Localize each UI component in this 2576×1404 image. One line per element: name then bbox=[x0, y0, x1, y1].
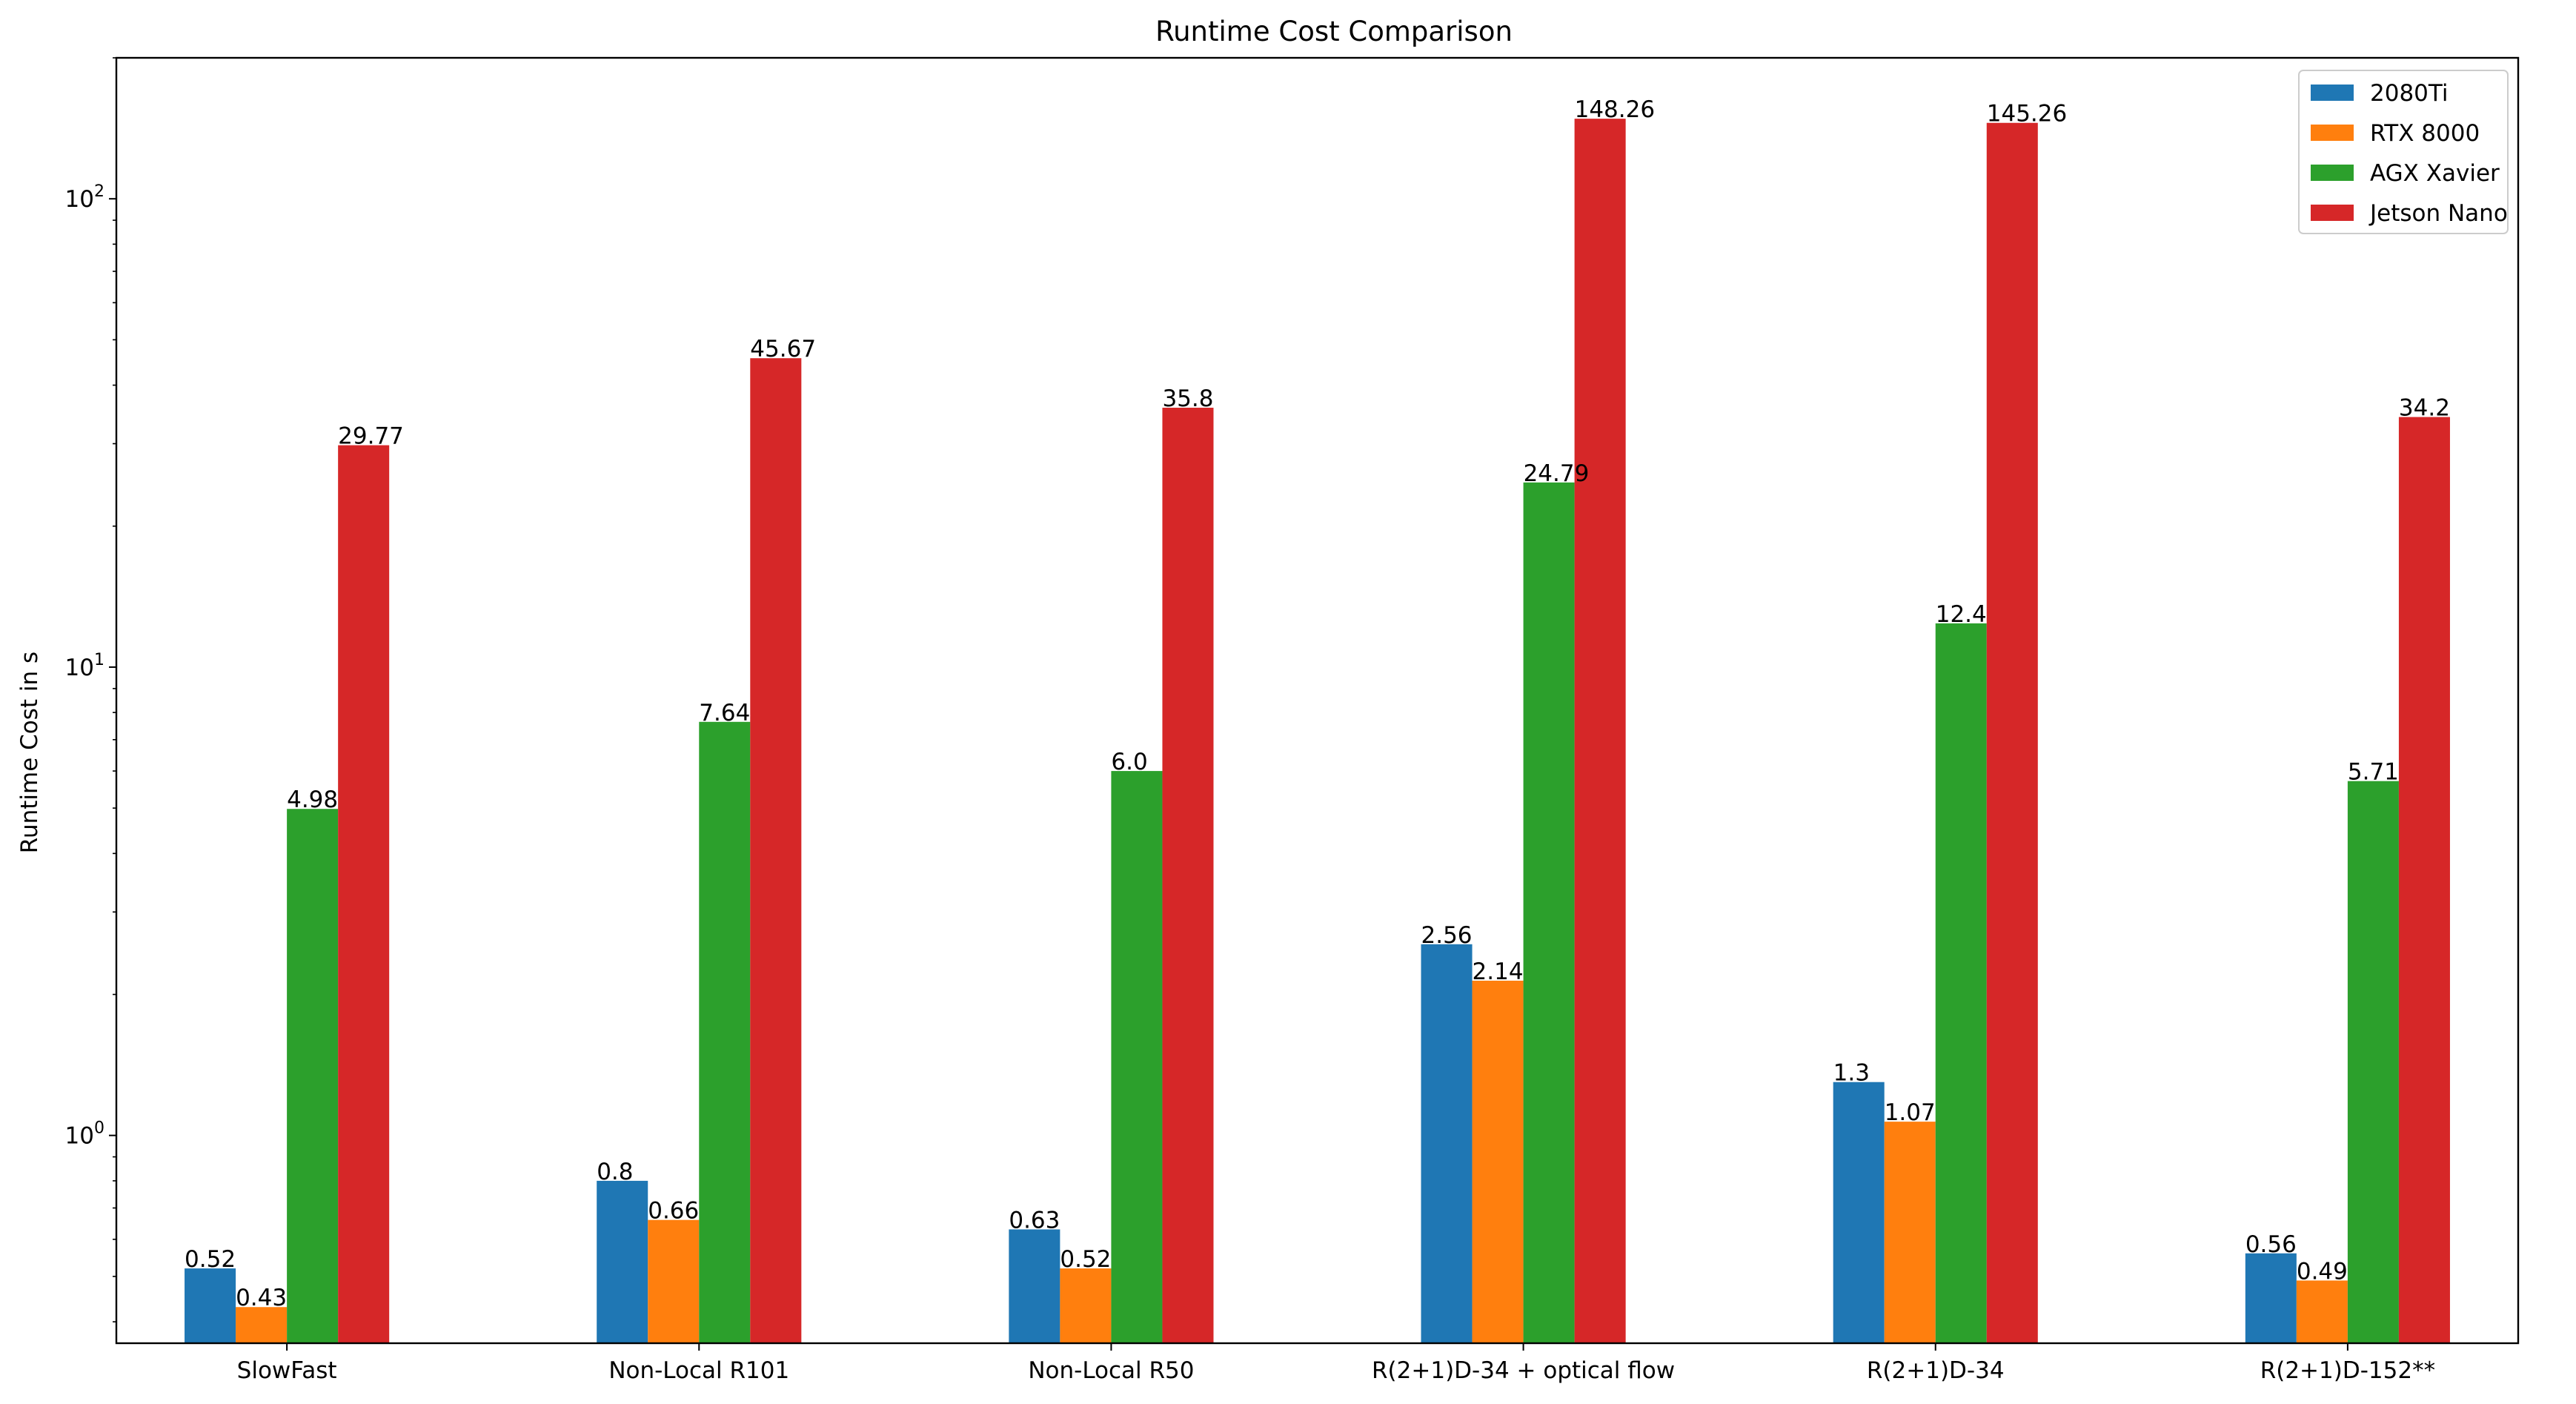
data-label: 1.07 bbox=[1885, 1099, 1936, 1126]
bar-rtx-8000-non-local-r101 bbox=[648, 1219, 700, 1343]
bar-agx-xavier-slowfast bbox=[287, 809, 339, 1343]
data-label: 0.56 bbox=[2245, 1231, 2297, 1258]
bar-jetson-nano-non-local-r101 bbox=[750, 358, 802, 1343]
bar-agx-xavier-r-2-1-d-34 bbox=[1935, 623, 1987, 1343]
bar-jetson-nano-r-2-1-d-152 bbox=[2398, 417, 2450, 1344]
x-tick-label-r-2-1-d-34: R(2+1)D-34 bbox=[1867, 1357, 2005, 1384]
data-label: 2.56 bbox=[1421, 922, 1473, 949]
bar-rtx-8000-r-2-1-d-34-optical-flow bbox=[1472, 980, 1524, 1343]
legend-swatch-rtx-8000 bbox=[2311, 125, 2354, 141]
legend-label-rtx-8000: RTX 8000 bbox=[2370, 120, 2480, 147]
y-tick-label: 101 bbox=[65, 651, 104, 681]
data-label: 0.63 bbox=[1009, 1207, 1060, 1234]
data-label: 29.77 bbox=[338, 423, 404, 450]
data-label: 7.64 bbox=[699, 700, 750, 726]
data-label: 0.66 bbox=[648, 1198, 699, 1225]
data-label: 0.52 bbox=[1060, 1246, 1111, 1273]
data-label: 45.67 bbox=[750, 336, 816, 362]
bar-2080ti-non-local-r101 bbox=[597, 1180, 648, 1343]
data-label: 148.26 bbox=[1575, 96, 1655, 123]
bar-agx-xavier-non-local-r50 bbox=[1111, 771, 1163, 1343]
bar-2080ti-r-2-1-d-34 bbox=[1833, 1082, 1885, 1343]
bar-agx-xavier-r-2-1-d-34-optical-flow bbox=[1523, 482, 1575, 1343]
legend-label-2080ti: 2080Ti bbox=[2370, 80, 2449, 107]
x-tick-label-slowfast: SlowFast bbox=[237, 1357, 337, 1384]
plot-frame bbox=[115, 56, 2520, 1345]
bar-jetson-nano-slowfast bbox=[338, 445, 390, 1343]
bar-jetson-nano-r-2-1-d-34 bbox=[1986, 122, 2038, 1344]
bar-2080ti-r-2-1-d-34-optical-flow bbox=[1421, 944, 1473, 1343]
y-axis-ticks: 100 101 102 bbox=[65, 57, 116, 1322]
y-axis-label: Runtime Cost in s bbox=[16, 652, 43, 853]
data-label: 145.26 bbox=[1987, 101, 2067, 128]
bar-jetson-nano-r-2-1-d-34-optical-flow bbox=[1574, 119, 1626, 1343]
data-label: 34.2 bbox=[2399, 395, 2450, 422]
data-label: 0.43 bbox=[236, 1285, 287, 1311]
legend-label-agx-xavier: AGX Xavier bbox=[2370, 160, 2500, 187]
legend-label-jetson-nano: Jetson Nano bbox=[2368, 200, 2508, 227]
data-label: 1.3 bbox=[1833, 1060, 1870, 1087]
data-label: 2.14 bbox=[1473, 958, 1524, 985]
legend-swatch-agx-xavier bbox=[2311, 165, 2354, 181]
data-label: 5.71 bbox=[2348, 759, 2399, 786]
legend-swatch-2080ti bbox=[2311, 85, 2354, 101]
x-axis-ticks: SlowFast Non-Local R101 Non-Local R50 R(2+1… bbox=[237, 1343, 2435, 1384]
y-tick-label: 102 bbox=[65, 182, 104, 213]
x-tick-label-non-local-r101: Non-Local R101 bbox=[608, 1357, 789, 1384]
bar-2080ti-slowfast bbox=[185, 1268, 236, 1343]
chart-title: Runtime Cost Comparison bbox=[1155, 16, 1513, 47]
bar-2080ti-non-local-r50 bbox=[1009, 1229, 1060, 1343]
data-label: 0.8 bbox=[597, 1159, 633, 1185]
data-label: 4.98 bbox=[287, 787, 338, 813]
x-tick-label-non-local-r50: Non-Local R50 bbox=[1028, 1357, 1194, 1384]
data-label: 0.49 bbox=[2297, 1258, 2348, 1285]
bar-rtx-8000-non-local-r50 bbox=[1060, 1268, 1112, 1343]
data-label: 0.52 bbox=[185, 1246, 236, 1273]
x-tick-label-r-2-1-d-152: R(2+1)D-152** bbox=[2260, 1357, 2435, 1384]
bar-jetson-nano-non-local-r50 bbox=[1162, 408, 1214, 1343]
legend-swatch-jetson-nano bbox=[2311, 205, 2354, 221]
data-labels-group: 0.52 0.8 0.63 2.56 1.3 0.56 0.43 0.66 0.52 2.14 1.… bbox=[185, 96, 2450, 1311]
bars-group bbox=[185, 119, 2450, 1344]
data-label: 12.4 bbox=[1936, 601, 1987, 628]
bar-agx-xavier-non-local-r101 bbox=[699, 721, 751, 1343]
y-tick-label: 100 bbox=[65, 1119, 104, 1150]
bar-rtx-8000-r-2-1-d-152 bbox=[2296, 1280, 2348, 1343]
data-label: 35.8 bbox=[1162, 385, 1213, 412]
bar-rtx-8000-r-2-1-d-34 bbox=[1884, 1122, 1936, 1343]
x-tick-label-r-2-1-d-34-optical-flow: R(2+1)D-34 + optical flow bbox=[1372, 1357, 1675, 1384]
legend-box bbox=[2298, 70, 2509, 234]
data-label: 24.79 bbox=[1524, 460, 1590, 487]
bar-2080ti-r-2-1-d-152 bbox=[2245, 1253, 2297, 1343]
bar-agx-xavier-r-2-1-d-152 bbox=[2347, 781, 2399, 1343]
legend: 2080Ti RTX 8000 AGX Xavier Jetson Nano bbox=[2298, 70, 2509, 234]
data-label: 6.0 bbox=[1111, 749, 1147, 775]
bar-rtx-8000-slowfast bbox=[236, 1307, 288, 1343]
